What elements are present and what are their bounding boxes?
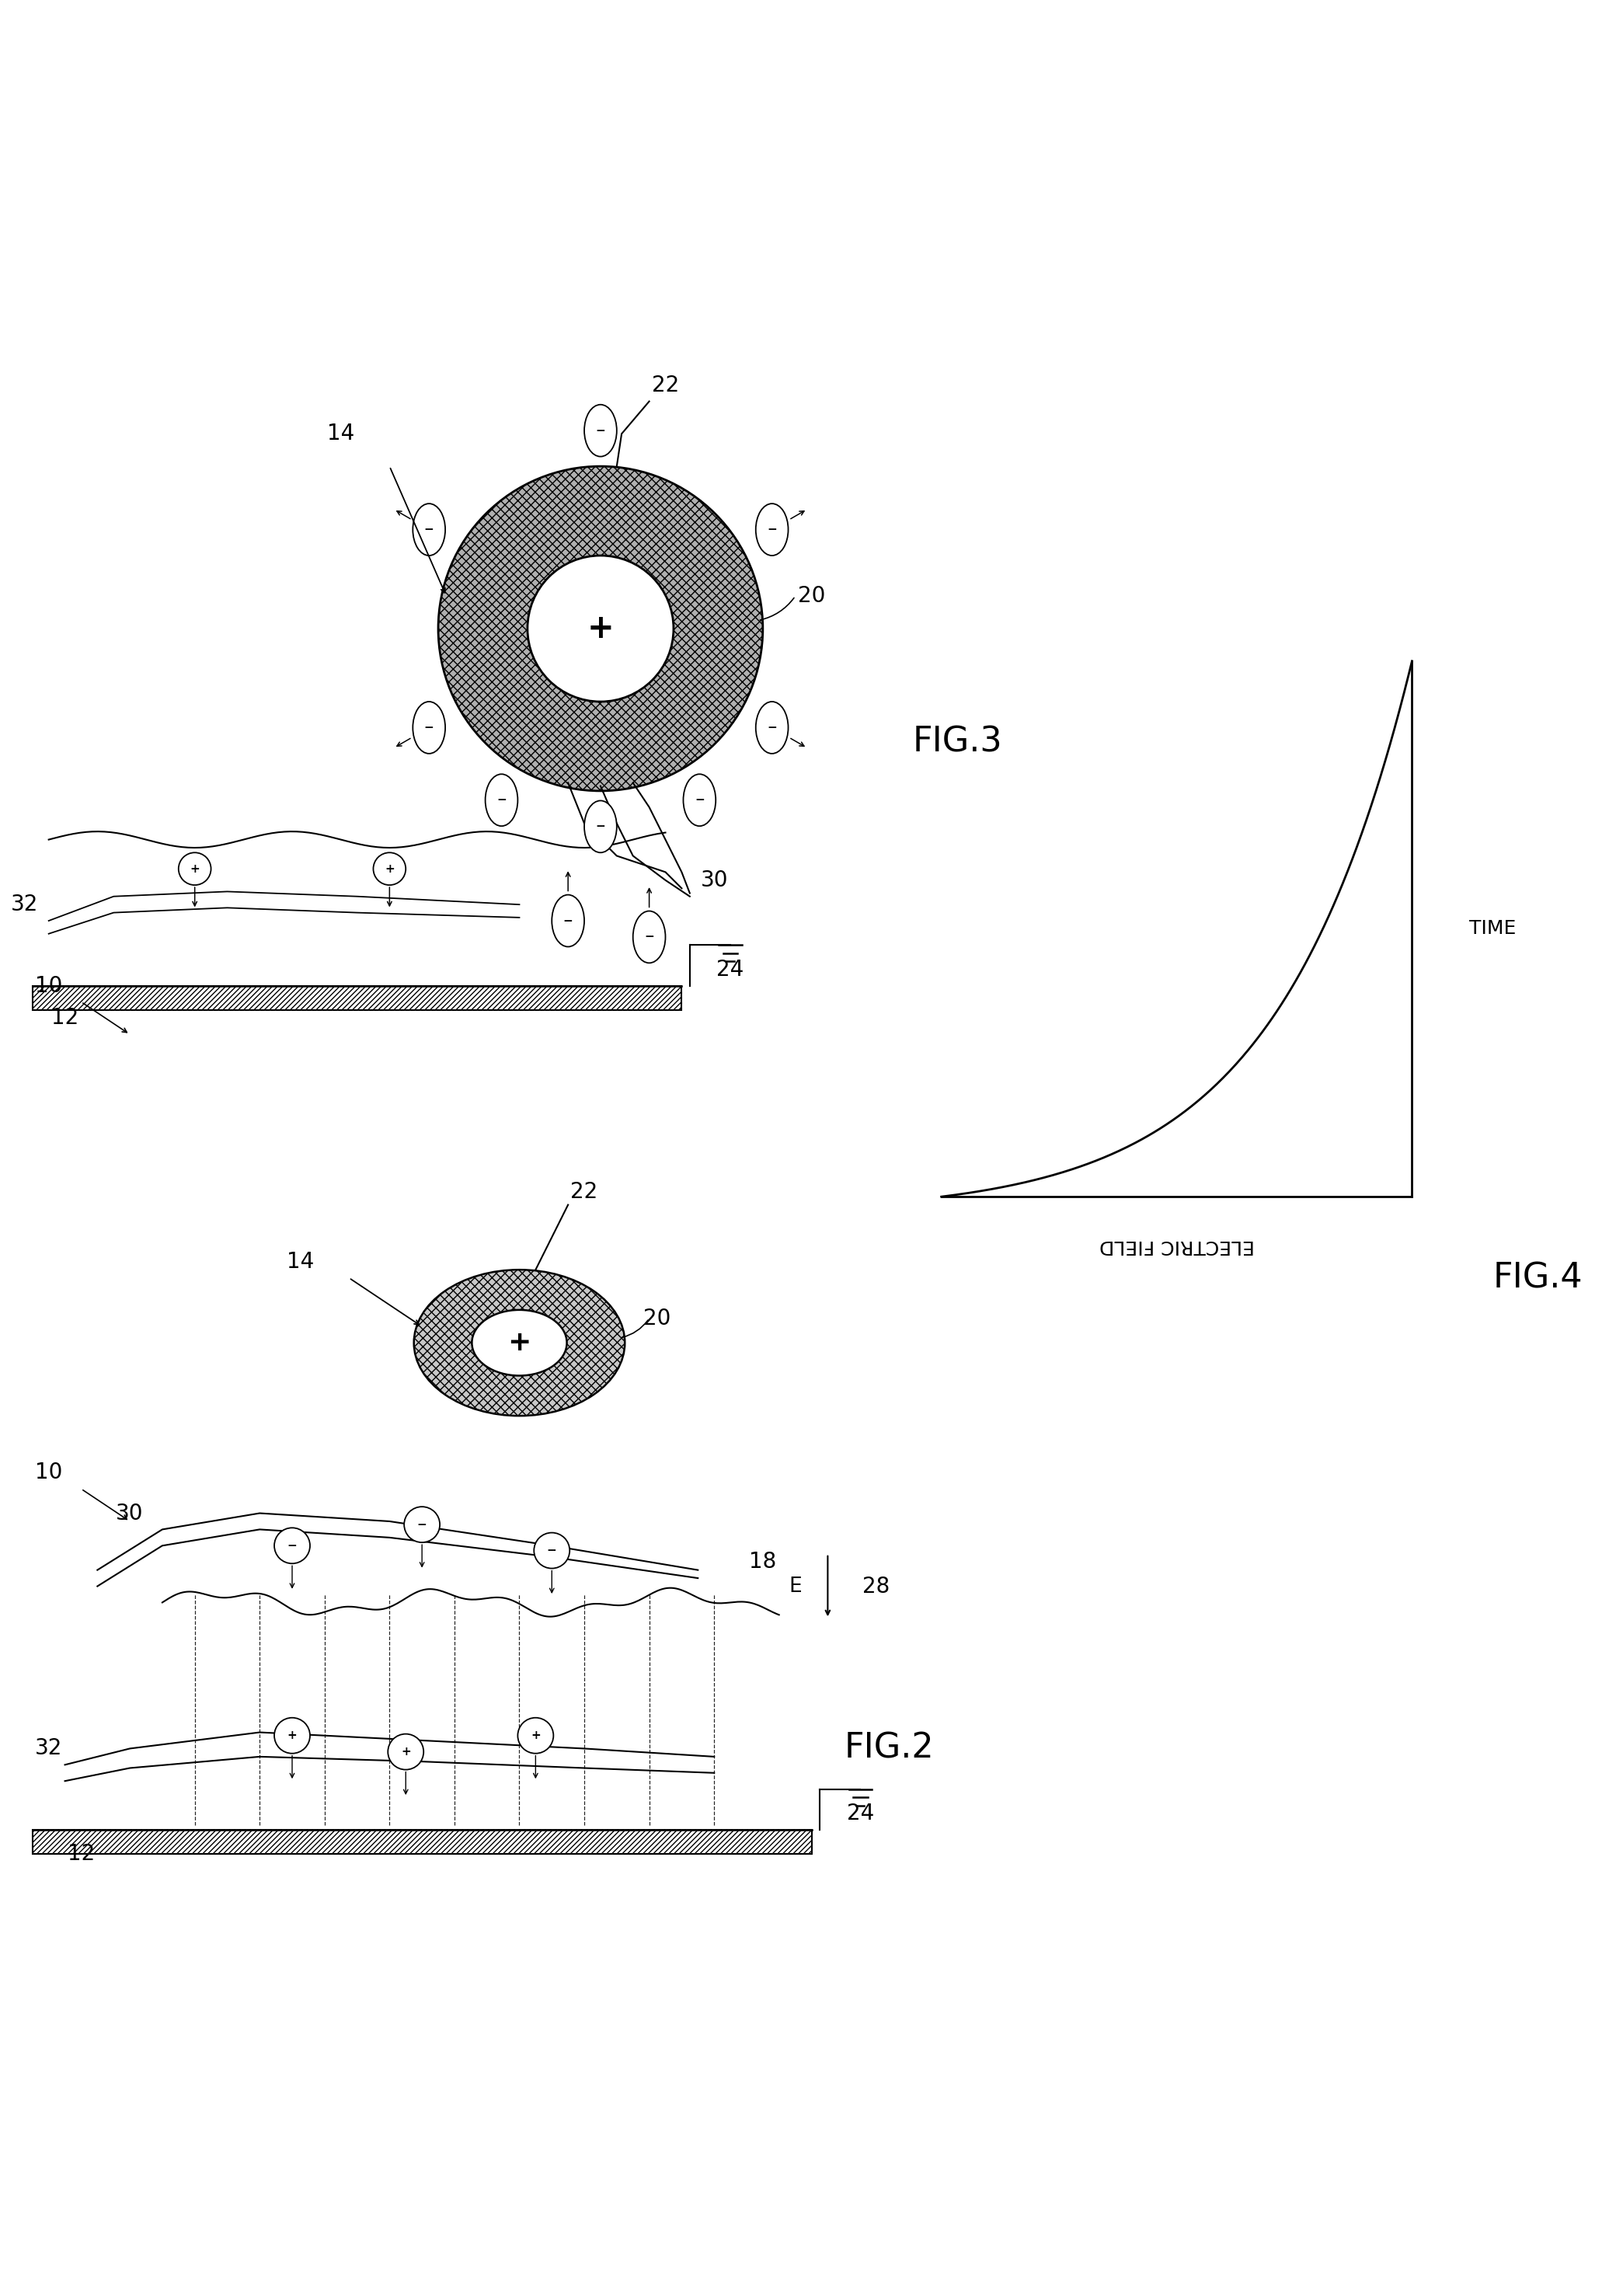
Text: TIME: TIME xyxy=(1469,921,1516,939)
Text: +: + xyxy=(401,1745,411,1759)
Text: 32: 32 xyxy=(11,893,37,916)
Circle shape xyxy=(179,852,211,884)
Ellipse shape xyxy=(412,503,445,556)
Text: −: − xyxy=(596,425,605,436)
Ellipse shape xyxy=(683,774,716,827)
Circle shape xyxy=(373,852,406,884)
Text: 24: 24 xyxy=(717,957,743,980)
Text: FIG.4: FIG.4 xyxy=(1493,1261,1582,1295)
Ellipse shape xyxy=(485,774,518,827)
Text: +: + xyxy=(531,1729,540,1740)
Text: 30: 30 xyxy=(117,1502,143,1525)
Bar xyxy=(32,1830,812,1855)
Text: FIG.2: FIG.2 xyxy=(844,1731,933,1766)
Ellipse shape xyxy=(633,912,665,962)
Text: −: − xyxy=(547,1545,557,1557)
Text: 30: 30 xyxy=(701,870,727,891)
Ellipse shape xyxy=(756,503,789,556)
Ellipse shape xyxy=(412,703,445,753)
Text: +: + xyxy=(508,1329,531,1357)
Text: 14: 14 xyxy=(287,1251,313,1272)
Text: −: − xyxy=(424,721,433,732)
Circle shape xyxy=(518,1717,553,1754)
Text: −: − xyxy=(497,794,506,806)
Text: −: − xyxy=(644,932,654,944)
Text: +: + xyxy=(287,1729,297,1740)
Text: 14: 14 xyxy=(328,422,354,445)
Circle shape xyxy=(404,1506,440,1543)
Text: 24: 24 xyxy=(847,1802,873,1825)
Circle shape xyxy=(274,1527,310,1564)
Ellipse shape xyxy=(584,404,617,457)
Text: 12: 12 xyxy=(52,1008,78,1029)
Text: −: − xyxy=(563,914,573,928)
Circle shape xyxy=(388,1733,424,1770)
Text: FIG.3: FIG.3 xyxy=(912,726,1003,760)
Text: 20: 20 xyxy=(644,1306,670,1329)
Text: −: − xyxy=(695,794,704,806)
Circle shape xyxy=(534,1534,570,1568)
Text: E: E xyxy=(789,1575,802,1596)
Text: +: + xyxy=(190,863,200,875)
Text: −: − xyxy=(424,523,433,535)
Text: −: − xyxy=(768,523,777,535)
Text: 18: 18 xyxy=(750,1552,776,1573)
Ellipse shape xyxy=(414,1270,625,1417)
Ellipse shape xyxy=(472,1311,566,1375)
Text: 22: 22 xyxy=(571,1180,597,1203)
Circle shape xyxy=(527,556,674,703)
Text: 12: 12 xyxy=(68,1844,94,1864)
Text: +: + xyxy=(385,863,394,875)
Text: 10: 10 xyxy=(36,1463,62,1483)
Ellipse shape xyxy=(552,895,584,946)
Text: 10: 10 xyxy=(36,976,62,996)
Text: −: − xyxy=(417,1518,427,1531)
Bar xyxy=(32,985,682,1010)
Circle shape xyxy=(438,466,763,790)
Text: 28: 28 xyxy=(863,1575,889,1598)
Ellipse shape xyxy=(584,801,617,852)
Ellipse shape xyxy=(756,703,789,753)
Text: 20: 20 xyxy=(799,585,824,606)
Text: +: + xyxy=(588,613,613,645)
Text: 32: 32 xyxy=(36,1738,62,1759)
Text: −: − xyxy=(768,721,777,732)
Text: ELECTRIC FIELD: ELECTRIC FIELD xyxy=(1099,1235,1255,1254)
Text: 22: 22 xyxy=(652,374,678,395)
Text: −: − xyxy=(596,820,605,833)
Circle shape xyxy=(274,1717,310,1754)
Text: −: − xyxy=(287,1541,297,1552)
